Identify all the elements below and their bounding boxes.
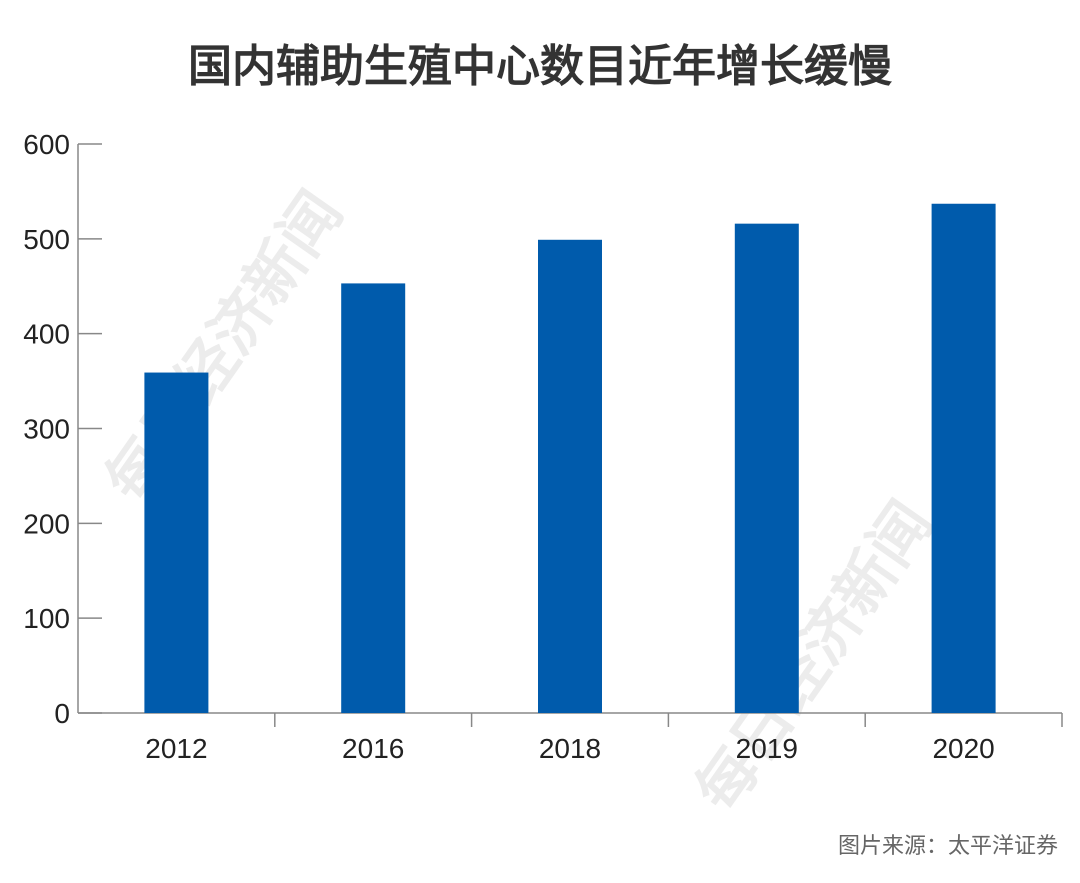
bar-2016 xyxy=(341,283,406,713)
bar-2020 xyxy=(931,203,996,713)
bar-2019 xyxy=(734,223,799,713)
y-tick-label: 200 xyxy=(23,508,70,539)
y-tick-label: 500 xyxy=(23,224,70,255)
y-tick-label: 300 xyxy=(23,414,70,445)
source-note: 图片来源：太平洋证券 xyxy=(837,834,1058,859)
y-tick-label: 100 xyxy=(23,603,70,634)
x-tick-label: 2016 xyxy=(342,733,404,764)
y-tick-label: 0 xyxy=(54,698,70,729)
x-tick-label: 2020 xyxy=(932,733,994,764)
chart-title: 国内辅助生殖中心数目近年增长缓慢 xyxy=(188,41,892,92)
bar-2018 xyxy=(538,239,602,713)
x-tick-label: 2019 xyxy=(736,733,798,764)
y-tick-label: 600 xyxy=(23,129,70,160)
y-tick-label: 400 xyxy=(23,319,70,350)
bar-2012 xyxy=(144,372,209,713)
x-tick-label: 2012 xyxy=(145,733,207,764)
x-tick-label: 2018 xyxy=(539,733,601,764)
